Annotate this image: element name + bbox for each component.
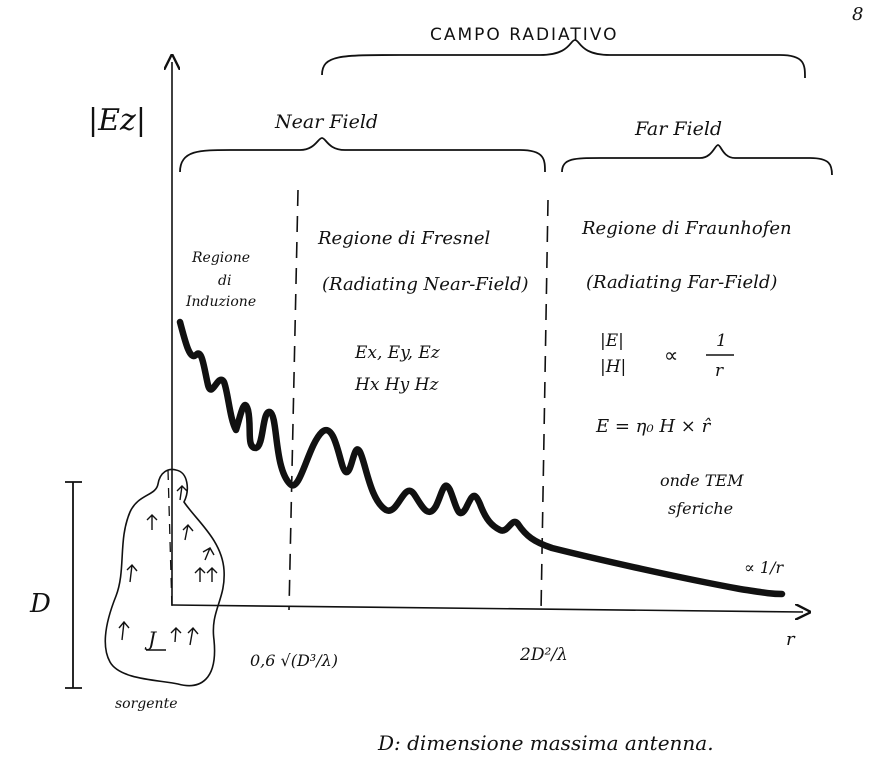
tick-fresnel-boundary: 0,6 √(D³/λ) bbox=[250, 651, 338, 670]
far-field-brace bbox=[561, 144, 833, 176]
fraunhofer-region-subtitle: (Radiating Far-Field) bbox=[586, 272, 777, 293]
induction-region-line-1: Regione bbox=[191, 250, 250, 266]
source-outline bbox=[104, 468, 225, 687]
tem-waves-line-2: sferiche bbox=[668, 499, 733, 518]
far-field-label: Far Field bbox=[634, 118, 722, 140]
tick-fraunhofer-boundary: 2D²/λ bbox=[519, 645, 568, 665]
y-axis-label: |Ez| bbox=[88, 103, 146, 138]
field-magnitude-curve bbox=[176, 318, 786, 598]
near-field-label: Near Field bbox=[274, 111, 378, 133]
fresnel-h-components: Hx Hy Hz bbox=[354, 375, 439, 395]
near-field-brace bbox=[179, 137, 546, 173]
current-arrows bbox=[118, 485, 218, 646]
ratio-e-magnitude: |E| bbox=[600, 331, 624, 351]
x-axis bbox=[171, 605, 803, 612]
inverse-r-annotation: ∝ 1/r bbox=[744, 558, 784, 577]
fresnel-region-subtitle: (Radiating Near-Field) bbox=[322, 274, 529, 295]
induction-region-line-3: Induzione bbox=[185, 294, 256, 310]
induction-region-line-2: di bbox=[218, 273, 231, 289]
current-density-label: J bbox=[144, 627, 157, 651]
page-number: 8 bbox=[852, 4, 863, 25]
fresnel-e-components: Ex, Ey, Ez bbox=[354, 343, 441, 363]
tem-waves-line-1: onde TEM bbox=[660, 471, 744, 490]
boundary-induction-fresnel bbox=[288, 189, 299, 611]
ratio-proportional-symbol: ∝ bbox=[664, 343, 678, 367]
footnote: D: dimensione massima antenna. bbox=[377, 731, 714, 755]
ratio-rhs-numerator: 1 bbox=[716, 331, 727, 351]
source-dashed-axis bbox=[167, 469, 173, 611]
fresnel-region-title: Regione di Fresnel bbox=[317, 228, 491, 249]
x-axis-label: r bbox=[786, 629, 796, 650]
campo-radiativo-label: CAMPO RADIATIVO bbox=[430, 25, 618, 45]
campo-radiativo-brace bbox=[321, 39, 806, 79]
source-label: sorgente bbox=[115, 696, 177, 712]
cross-product-relation: E = η₀ H × r̂ bbox=[595, 416, 712, 437]
boundary-fresnel-fraunhofer bbox=[540, 199, 549, 613]
fraunhofer-region-title: Regione di Fraunhofen bbox=[581, 218, 792, 239]
ratio-rhs-denominator: r bbox=[715, 361, 724, 381]
dimension-label: D bbox=[29, 589, 51, 619]
ratio-h-magnitude: |H| bbox=[600, 357, 626, 377]
